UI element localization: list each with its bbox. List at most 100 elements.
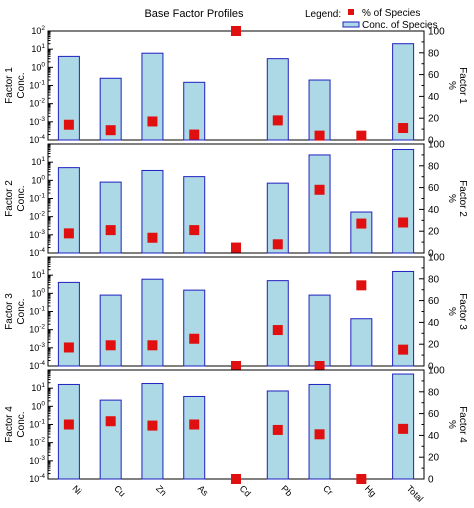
- right-tick-label: 60: [428, 409, 440, 420]
- left-tick-label: 10-1: [29, 80, 45, 91]
- percent-marker-hg: [356, 130, 367, 141]
- bar-ni: [57, 383, 80, 480]
- bar-zn: [141, 278, 164, 367]
- panel-4: 10-4 10-3 10-2 10-1 100 101 0 20 40 60 80 100 Factor…: [4, 366, 468, 486]
- percent-marker-pb: [272, 325, 283, 336]
- bar-zn: [141, 169, 164, 254]
- bar-cu: [99, 399, 122, 480]
- right-tick-label: 60: [428, 296, 440, 307]
- percent-marker-total: [398, 344, 409, 355]
- category-label-ni: Ni: [70, 483, 83, 496]
- right-tick-label: 20: [428, 340, 440, 351]
- category-label-total: Total: [405, 483, 426, 504]
- left-tick-label: 10-4: [29, 360, 45, 371]
- percent-marker-cr: [314, 429, 325, 440]
- left-tick-label: 10-4: [29, 247, 45, 258]
- bar-cu: [99, 294, 122, 367]
- right-tick-label: 0: [428, 475, 434, 486]
- bar-as: [183, 289, 206, 367]
- right-tick-label: 20: [428, 453, 440, 464]
- right-tick-label: 100: [428, 140, 445, 151]
- percent-marker-as: [189, 225, 200, 236]
- left-axis-label: Conc.: [16, 298, 27, 324]
- right-tick-label: 80: [428, 274, 440, 285]
- right-axis-unit: %: [446, 307, 457, 316]
- right-tick-label: 100: [428, 27, 445, 38]
- left-tick-label: 100: [31, 287, 45, 298]
- percent-marker-ni: [63, 228, 74, 239]
- right-axis-unit: %: [446, 420, 457, 429]
- left-axis-label: Conc.: [16, 72, 27, 98]
- left-tick-label: 10-1: [29, 193, 45, 204]
- bar-ni: [57, 281, 80, 367]
- bar-cr: [308, 294, 331, 367]
- percent-marker-total: [398, 123, 409, 134]
- left-tick-label: 100: [31, 61, 45, 72]
- bar-pb: [266, 280, 289, 367]
- percent-marker-cd: [231, 26, 241, 36]
- category-label-hg: Hg: [363, 483, 378, 498]
- right-factor-label: Factor 1: [457, 67, 468, 104]
- right-tick-label: 40: [428, 431, 440, 442]
- factor-panels: 10-4 10-3 10-2 10-1 100 101 102 0 20 40 60 80 100 Fac…: [4, 25, 468, 504]
- left-tick-label: 10-3: [29, 116, 45, 127]
- right-tick-label: 100: [428, 366, 445, 377]
- percent-marker-as: [189, 333, 200, 344]
- left-axis-label: Factor 1: [4, 67, 15, 104]
- percent-marker-pb: [272, 424, 283, 435]
- bar-pb: [266, 58, 289, 141]
- percent-marker-ni: [63, 119, 74, 130]
- bar-zn: [141, 52, 164, 141]
- percent-marker-as: [189, 419, 200, 430]
- percent-marker-hg: [356, 218, 367, 229]
- left-tick-label: 100: [31, 174, 45, 185]
- legend-marker-conc: [342, 21, 360, 28]
- left-tick-label: 10-2: [29, 98, 45, 109]
- right-tick-label: 0: [428, 136, 434, 147]
- percent-marker-cd: [231, 474, 241, 484]
- bar-cr: [308, 154, 331, 254]
- percent-marker-ni: [63, 419, 74, 430]
- chart-title: Base Factor Profiles: [144, 8, 244, 20]
- category-label-pb: Pb: [279, 483, 294, 498]
- bar-ni: [57, 55, 80, 141]
- right-factor-label: Factor 2: [457, 180, 468, 217]
- percent-marker-zn: [147, 420, 158, 431]
- right-tick-label: 40: [428, 92, 440, 103]
- panel-2: 10-4 10-3 10-2 10-1 100 101 0 20 40 60 80 100 Factor…: [4, 140, 468, 260]
- right-tick-label: 60: [428, 70, 440, 81]
- left-tick-label: 101: [31, 43, 45, 54]
- left-axis-label: Factor 2: [4, 180, 15, 217]
- left-tick-label: 10-3: [29, 342, 45, 353]
- percent-marker-zn: [147, 340, 158, 351]
- percent-marker-cd: [231, 242, 241, 253]
- left-tick-label: 101: [31, 156, 45, 167]
- bar-cu: [99, 181, 122, 254]
- percent-marker-as: [189, 129, 200, 140]
- right-tick-label: 80: [428, 387, 440, 398]
- category-label-as: As: [196, 483, 211, 498]
- right-tick-label: 0: [428, 249, 434, 260]
- left-tick-label: 10-2: [29, 437, 45, 448]
- left-tick-label: 10-2: [29, 324, 45, 335]
- percent-marker-total: [398, 423, 409, 434]
- left-tick-label: 102: [31, 25, 45, 36]
- bar-as: [183, 395, 206, 480]
- percent-marker-cd: [231, 361, 241, 371]
- percent-marker-total: [398, 217, 409, 228]
- category-label-cr: Cr: [321, 483, 335, 497]
- right-axis-unit: %: [446, 194, 457, 203]
- percent-marker-hg: [356, 280, 367, 291]
- legend-marker-percent: [348, 9, 354, 15]
- right-tick-label: 40: [428, 318, 440, 329]
- right-tick-label: 100: [428, 253, 445, 264]
- bar-hg: [350, 318, 373, 367]
- bar-as: [183, 176, 206, 254]
- left-tick-label: 101: [31, 382, 45, 393]
- left-tick-label: 10-1: [29, 419, 45, 430]
- percent-marker-zn: [147, 232, 158, 243]
- percent-marker-hg: [356, 474, 367, 484]
- category-label-cd: Cd: [238, 483, 253, 498]
- right-tick-label: 20: [428, 114, 440, 125]
